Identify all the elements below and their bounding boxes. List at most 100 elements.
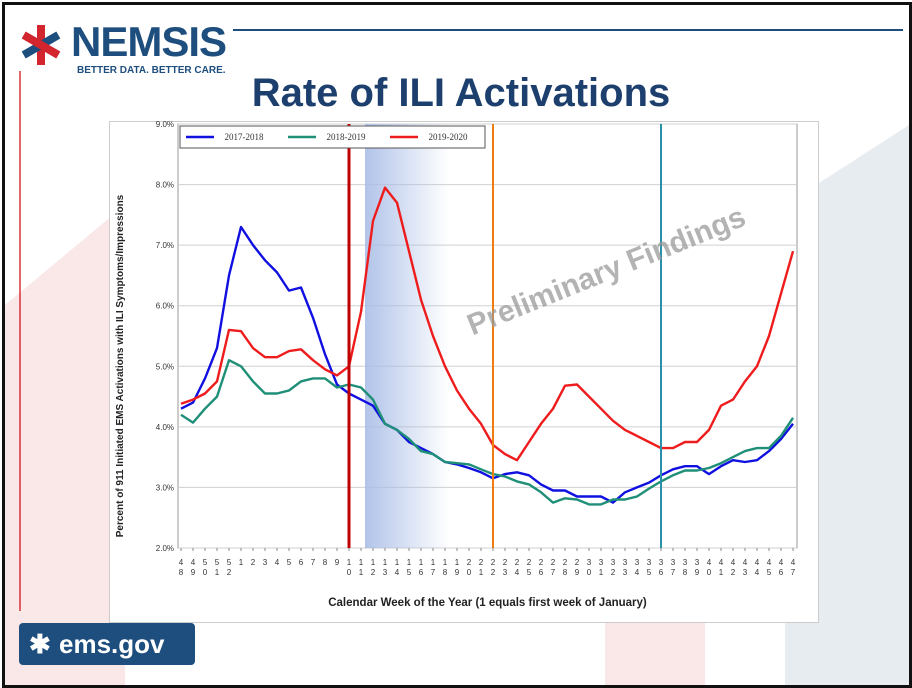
x-tick-digit: 4 (515, 568, 520, 577)
x-tick-digit: 5 (215, 558, 220, 567)
x-tick-digit: 1 (479, 568, 484, 577)
x-tick-digit: 3 (383, 568, 388, 577)
y-tick-label: 8.0% (156, 181, 174, 190)
x-tick-digit: 2 (251, 558, 256, 567)
x-tick-digit: 1 (431, 558, 436, 567)
header-rule (233, 29, 903, 31)
x-tick-digit: 4 (395, 568, 400, 577)
x-tick-digit: 3 (587, 558, 592, 567)
x-tick-digit: 3 (683, 558, 688, 567)
x-tick-digit: 3 (647, 558, 652, 567)
x-tick-digit: 3 (503, 568, 508, 577)
x-tick-digit: 4 (779, 558, 784, 567)
side-rule (19, 71, 21, 611)
legend-box (179, 125, 486, 149)
x-tick-digit: 6 (779, 568, 784, 577)
x-tick-digit: 5 (203, 558, 208, 567)
x-tick-digit: 2 (467, 558, 472, 567)
x-tick-digit: 2 (563, 558, 568, 567)
ems-gov-text: ems.gov (59, 629, 165, 659)
y-axis-label: Percent of 911 Initiated EMS Activations… (115, 194, 126, 537)
x-tick-digit: 5 (287, 558, 292, 567)
series-line-2018-2019 (180, 359, 795, 506)
x-tick-digit: 4 (755, 558, 760, 567)
x-tick-digit: 6 (419, 568, 424, 577)
x-tick-digit: 3 (599, 558, 604, 567)
x-tick-digit: 4 (707, 558, 712, 567)
x-tick-digit: 8 (563, 568, 568, 577)
x-tick-label: 6 (299, 558, 304, 567)
x-tick-digit: 3 (623, 558, 628, 567)
x-tick-digit: 2 (491, 558, 496, 567)
x-tick-digit: 0 (467, 568, 472, 577)
x-tick-digit: 2 (479, 558, 484, 567)
x-tick-digit: 7 (671, 568, 676, 577)
x-axis-label: Calendar Week of the Year (1 equals firs… (328, 597, 647, 609)
y-tick-label: 9.0% (156, 120, 174, 129)
x-tick-digit: 1 (719, 568, 724, 577)
x-tick-digit: 9 (335, 558, 340, 567)
x-tick-digit: 7 (431, 568, 436, 577)
plot-area (177, 123, 798, 549)
x-tick-digit: 2 (575, 558, 580, 567)
x-tick-label: 9 (335, 558, 340, 567)
x-tick-digit: 8 (683, 568, 688, 577)
y-tick-label: 5.0% (156, 362, 174, 371)
x-tick-label: 3 (263, 558, 268, 567)
x-tick-digit: 7 (551, 568, 556, 577)
x-tick-digit: 7 (311, 558, 316, 567)
series-line-2017-2018 (180, 225, 794, 504)
x-tick-digit: 9 (695, 568, 700, 577)
x-tick-digit: 4 (755, 568, 760, 577)
x-tick-digit: 1 (215, 568, 220, 577)
x-tick-digit: 0 (587, 568, 592, 577)
x-tick-digit: 3 (671, 558, 676, 567)
x-tick-digit: 1 (359, 568, 364, 577)
x-tick-digit: 4 (179, 558, 184, 567)
x-tick-digit: 5 (527, 568, 532, 577)
x-tick-digit: 2 (539, 558, 544, 567)
x-tick-digit: 1 (371, 558, 376, 567)
x-tick-digit: 8 (443, 568, 448, 577)
x-tick-label: 8 (323, 558, 328, 567)
ems-gov-logo: ✱ ems.gov (19, 623, 195, 665)
x-tick-label: 1 (239, 558, 244, 567)
x-tick-digit: 3 (695, 558, 700, 567)
series-line-2019-2020 (180, 186, 795, 462)
x-tick-label: 7 (311, 558, 316, 567)
legend-label: 2019-2020 (429, 132, 468, 142)
x-tick-digit: 2 (503, 558, 508, 567)
x-tick-digit: 3 (659, 558, 664, 567)
x-tick-digit: 9 (455, 568, 460, 577)
x-tick-digit: 9 (575, 568, 580, 577)
legend-label: 2018-2019 (327, 132, 366, 142)
slide-title: Rate of ILI Activations (251, 71, 671, 115)
x-tick-digit: 1 (419, 558, 424, 567)
y-tick-label: 4.0% (156, 423, 174, 432)
x-tick-digit: 2 (527, 558, 532, 567)
x-tick-digit: 2 (371, 568, 376, 577)
